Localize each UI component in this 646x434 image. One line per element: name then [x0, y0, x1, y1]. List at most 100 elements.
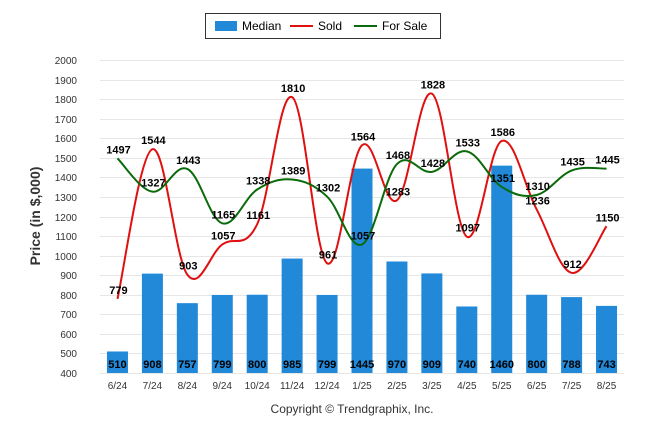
for-sale-point-label: 1435: [560, 157, 584, 169]
sold-point-label: 961: [319, 249, 337, 261]
data-labels: 510 908 757 799 800 985 799 1445 970 909 740 1460 80…: [106, 80, 620, 371]
median-bar-label: 799: [318, 359, 336, 371]
sold-point-label: 1586: [490, 127, 514, 139]
sold-point-label: 912: [563, 259, 581, 271]
sold-line: [116, 92, 608, 300]
legend-swatch-median: [215, 21, 237, 31]
y-tick-label: 1300: [55, 193, 78, 204]
x-tick-label: 8/25: [597, 381, 617, 392]
sold-point-label: 903: [179, 261, 197, 273]
for-sale-point-label: 1443: [176, 155, 200, 167]
sold-point-label: 1097: [456, 223, 480, 235]
sold-point-label: 1544: [141, 135, 166, 147]
x-tick-label: 1/25: [352, 381, 372, 392]
x-tick-label: 2/25: [387, 381, 407, 392]
median-bar: [246, 294, 268, 373]
y-tick-label: 2000: [55, 56, 78, 67]
y-tick-label: 900: [60, 271, 77, 282]
for-sale-point-label: 1497: [106, 144, 130, 156]
x-tick-label: 5/25: [492, 381, 512, 392]
for-sale-point-label: 1327: [141, 178, 165, 190]
sold-point-label: 1810: [281, 83, 305, 95]
median-bar: [491, 165, 513, 373]
for-sale-point-label: 1310: [525, 181, 549, 193]
median-bar-label: 510: [108, 359, 126, 371]
for-sale-point-label: 1428: [421, 158, 445, 170]
median-bar-label: 909: [423, 359, 441, 371]
y-tick-label: 1500: [55, 154, 78, 165]
sold-point-label: 1161: [246, 210, 270, 222]
median-bar: [176, 303, 198, 373]
y-tick-label: 800: [60, 291, 77, 302]
for-sale-point-label: 1445: [595, 155, 619, 167]
for-sale-point-label: 1389: [281, 166, 305, 178]
legend: Median Sold For Sale: [205, 13, 441, 39]
legend-label-for-sale: For Sale: [382, 19, 428, 33]
median-bar-label: 743: [597, 359, 615, 371]
y-tick-label: 700: [60, 310, 77, 321]
x-tick-label: 11/24: [280, 381, 305, 392]
x-tick-label: 6/24: [108, 381, 128, 392]
legend-label-sold: Sold: [318, 19, 342, 33]
for-sale-line: [116, 150, 607, 246]
median-bar: [281, 258, 303, 373]
x-tick-label: 6/25: [527, 381, 547, 392]
legend-label-median: Median: [242, 19, 281, 33]
median-bar: [316, 294, 338, 373]
y-tick-label: 1000: [55, 252, 78, 263]
y-tick-label: 500: [60, 349, 77, 360]
sold-point-label: 1236: [525, 195, 549, 207]
median-bar: [141, 273, 163, 373]
sold-point-label: 779: [109, 285, 127, 297]
for-sale-point-label: 1338: [246, 176, 270, 188]
median-bar-label: 970: [388, 359, 406, 371]
sold-point-label: 1057: [211, 230, 235, 242]
median-bar: [526, 294, 548, 373]
x-tick-label: 9/24: [213, 381, 233, 392]
x-tick-label: 8/24: [178, 381, 198, 392]
median-bar-label: 985: [283, 359, 301, 371]
copyright-credit: Copyright © Trendgraphix, Inc.: [271, 402, 434, 416]
y-tick-label: 1400: [55, 173, 78, 184]
trend-lines: [116, 92, 608, 300]
y-tick-label: 1600: [55, 134, 78, 145]
sold-point-label: 1828: [421, 80, 445, 92]
median-bar: [386, 261, 408, 373]
median-bar: [351, 168, 373, 373]
x-tick-label: 7/25: [562, 381, 582, 392]
median-bar: [421, 273, 443, 373]
x-tick-label: 7/24: [143, 381, 163, 392]
for-sale-point-label: 1468: [386, 150, 410, 162]
median-bars: [106, 165, 618, 373]
median-bar-label: 788: [562, 359, 580, 371]
median-bar-label: 740: [458, 359, 476, 371]
y-tick-label: 1800: [55, 95, 78, 106]
median-bar-label: 800: [248, 359, 266, 371]
for-sale-point-label: 1533: [456, 137, 480, 149]
median-bar-label: 757: [178, 359, 196, 371]
y-axis-ticks: 400 500 600 700 800 900 1000 1100 1200 1300 1400 15…: [55, 56, 78, 380]
median-bar-label: 799: [213, 359, 231, 371]
median-bar-label: 908: [143, 359, 161, 371]
median-bar-label: 1445: [350, 359, 374, 371]
for-sale-point-label: 1302: [316, 183, 340, 195]
median-bar: [106, 351, 128, 373]
median-bar-label: 1460: [489, 359, 513, 371]
median-bar-label: 800: [527, 359, 545, 371]
x-tick-label: 12/24: [315, 381, 340, 392]
median-bar: [456, 306, 478, 373]
median-bar: [211, 294, 233, 373]
y-tick-label: 1100: [55, 232, 77, 243]
median-bar: [596, 305, 618, 373]
y-tick-label: 1700: [55, 115, 78, 126]
sold-point-label: 1564: [351, 131, 376, 143]
y-tick-label: 1200: [55, 213, 78, 224]
x-tick-label: 3/25: [422, 381, 442, 392]
y-tick-label: 600: [60, 330, 77, 341]
x-tick-label: 4/25: [457, 381, 477, 392]
for-sale-point-label: 1057: [351, 230, 375, 242]
y-axis-label: Price (in $,000): [27, 167, 43, 266]
y-tick-label: 1900: [55, 76, 78, 87]
for-sale-point-label: 1165: [211, 209, 235, 221]
